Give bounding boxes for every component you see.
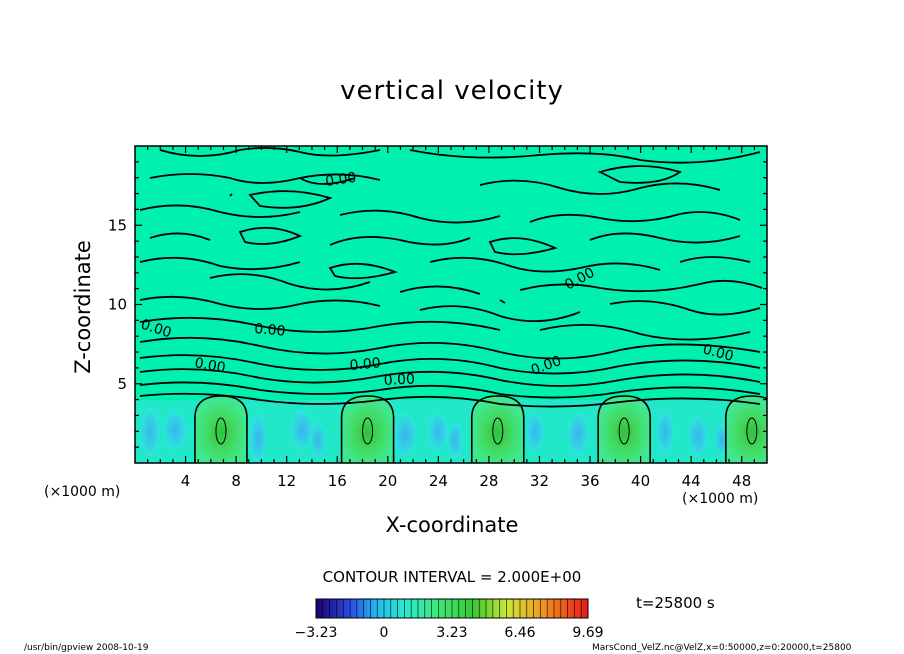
- updraft-cell: [725, 396, 767, 463]
- contour-label: 0.00: [349, 355, 381, 374]
- x-unit-label-right: (×1000 m): [682, 491, 759, 507]
- updraft-inner-contour: [618, 417, 630, 445]
- updraft-cell: [471, 396, 524, 463]
- contour-label: 0.00: [324, 170, 357, 190]
- x-tick-label: 44: [682, 472, 701, 490]
- x-tick-label: 8: [231, 472, 241, 490]
- colorbar-tick-label: 3.23: [436, 625, 467, 641]
- footer-program-date: /usr/bin/gpview 2008-10-19: [24, 643, 149, 653]
- x-tick-label: 16: [328, 472, 347, 490]
- y-tick-label: 15: [108, 216, 127, 234]
- x-tick-label: 24: [429, 472, 448, 490]
- colorbar-tick-label: −3.23: [295, 625, 338, 641]
- contour-interval-label: CONTOUR INTERVAL = 2.000E+00: [322, 568, 582, 586]
- contour-label: 0.00: [254, 321, 286, 340]
- updraft-outer-contour: [194, 395, 248, 463]
- y-axis-label: Z-coordinate: [71, 240, 95, 374]
- time-label: t=25800 s: [636, 594, 715, 612]
- x-tick-label: 4: [181, 472, 191, 490]
- colorbar-tick-label: 6.46: [504, 625, 535, 641]
- x-tick-label: 20: [378, 472, 397, 490]
- updraft-outer-contour: [340, 395, 395, 463]
- contour-label: 0.00: [701, 341, 735, 365]
- x-tick-label: 48: [732, 472, 751, 490]
- updraft-inner-contour: [746, 417, 758, 445]
- updraft-contours: [194, 395, 767, 463]
- contour-label-layer: 0.000.000.00 0.000.00 0.000.000.00 0.00: [139, 170, 735, 389]
- field-layer: [135, 147, 767, 463]
- x-tick-label: 40: [631, 472, 650, 490]
- axis-ticks: [135, 146, 767, 463]
- updraft-inner-contour: [362, 417, 374, 445]
- updraft-inner-contour: [492, 417, 504, 445]
- contour-label: 0.00: [383, 371, 415, 389]
- y-tick-label: 5: [117, 375, 127, 393]
- updraft-cell: [194, 396, 247, 463]
- colorbar-tick-label: 9.69: [572, 625, 603, 641]
- chart-title: vertical velocity: [340, 76, 564, 106]
- x-tick-label: 32: [530, 472, 549, 490]
- x-tick-label: 12: [277, 472, 296, 490]
- contour-lines: [139, 147, 763, 408]
- downdraft-patches: [140, 408, 730, 462]
- updraft-cells: [194, 396, 767, 463]
- colorbar-tick-labels: −3.23 0 3.23 6.46 9.69: [295, 625, 604, 641]
- contour-label: 0.00: [193, 355, 226, 376]
- updraft-outer-contour: [725, 395, 767, 463]
- updraft-outer-contour: [597, 395, 651, 463]
- colorbar-divisions: [322, 599, 582, 618]
- x-unit-label-left: (×1000 m): [44, 484, 121, 500]
- updraft-inner-contour: [215, 417, 227, 445]
- x-axis-label: X-coordinate: [385, 513, 519, 537]
- updraft-cell: [341, 396, 394, 463]
- x-tick-label: 36: [580, 472, 599, 490]
- colorbar-tick-label: 0: [380, 625, 389, 641]
- updraft-cell: [598, 396, 651, 463]
- x-tick-label: 28: [479, 472, 498, 490]
- footer-dataset-spec: MarsCond_VelZ.nc@VelZ,x=0:50000,z=0:2000…: [592, 643, 852, 653]
- y-tick-label: 10: [108, 296, 127, 314]
- updraft-outer-contour: [470, 395, 525, 463]
